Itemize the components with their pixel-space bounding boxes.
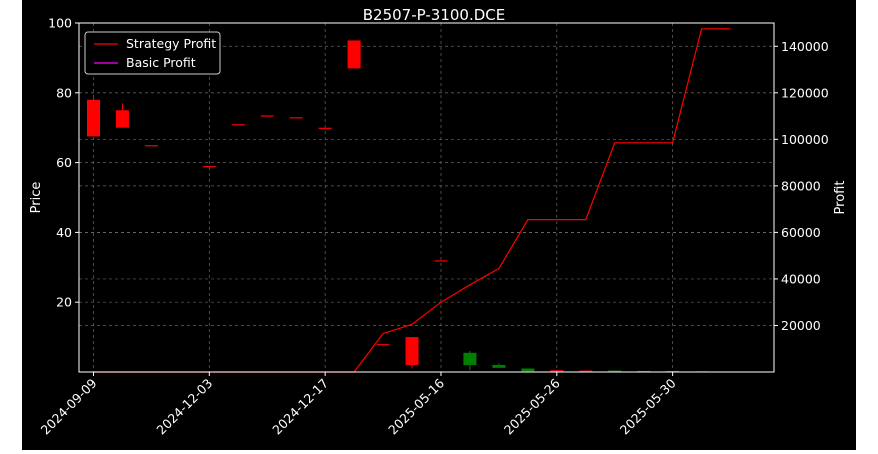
right-tick-label-40000: 40000 [781, 271, 821, 286]
candle-body-5 [231, 124, 245, 126]
candle-body-6 [260, 115, 274, 117]
right-tick-label-140000: 140000 [781, 39, 829, 54]
candle-body-13 [463, 352, 477, 366]
right-tick-label-60000: 60000 [781, 225, 821, 240]
candle-body-7 [289, 117, 303, 119]
candle-body-8 [318, 127, 332, 129]
legend-strategy-profit-label: Strategy Profit [126, 36, 216, 51]
candle-body-11 [405, 337, 419, 366]
chart-title: B2507-P-3100.DCE [363, 6, 505, 24]
chart-background [22, 0, 856, 450]
candle-body-0 [86, 99, 100, 137]
legend-basic-profit-label: Basic Profit [126, 55, 196, 70]
candle-body-1 [115, 110, 129, 128]
right-axis-label: Profit [833, 181, 848, 215]
candle-body-14 [492, 365, 506, 368]
candle-body-4 [202, 166, 216, 168]
right-tick-label-120000: 120000 [781, 85, 829, 100]
right-tick-label-80000: 80000 [781, 178, 821, 193]
left-tick-label-80: 80 [56, 85, 72, 100]
candle-body-12 [434, 260, 448, 262]
candle-body-10 [376, 344, 390, 346]
profit-line-layer [93, 28, 731, 373]
plot-frame [78, 22, 775, 373]
series-line-0 [93, 28, 731, 373]
candle-body-16 [550, 370, 564, 372]
left-tick-label-20: 20 [56, 295, 72, 310]
left-axis-label: Price [29, 182, 44, 214]
chart-figure: 20 40 60 80 100 20000 40000 60000 80000 100000 120… [22, 0, 856, 450]
left-tick-label-60: 60 [56, 155, 72, 170]
candle-body-9 [347, 40, 361, 69]
right-tick-label-20000: 20000 [781, 318, 821, 333]
chart-canvas: 20 40 60 80 100 20000 40000 60000 80000 100000 120… [22, 0, 856, 450]
candle-layer [86, 40, 709, 373]
candle-body-17 [579, 370, 593, 372]
legend: Strategy Profit Basic Profit [84, 31, 221, 75]
left-tick-label-100: 100 [48, 16, 72, 31]
left-tick-label-40: 40 [56, 225, 72, 240]
legend-box [84, 31, 221, 75]
right-tick-label-100000: 100000 [781, 132, 829, 147]
candle-body-18 [608, 370, 622, 372]
candle-body-2 [144, 145, 158, 147]
candle-body-15 [521, 368, 535, 372]
